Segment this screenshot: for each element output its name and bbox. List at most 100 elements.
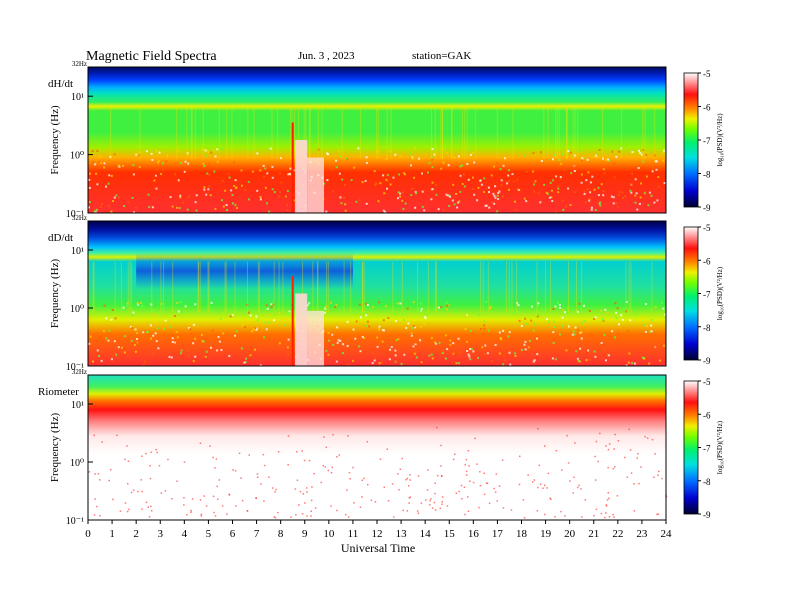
noise-speck — [467, 510, 470, 512]
noise-speck — [160, 492, 163, 494]
noise-speck — [440, 444, 442, 447]
noise-speck — [381, 361, 383, 364]
noise-speck — [626, 476, 629, 478]
noise-speck — [266, 172, 269, 175]
noise-speck — [338, 172, 341, 175]
noise-speck — [606, 353, 609, 356]
y-tick-label: 10⁻¹ — [66, 209, 84, 220]
noise-speck — [103, 330, 105, 333]
noise-speck — [112, 498, 114, 501]
noise-speck — [163, 327, 166, 330]
noise-speck — [111, 354, 114, 357]
noise-speck — [289, 167, 292, 170]
noise-speck — [501, 459, 504, 461]
noise-speck — [576, 310, 579, 313]
spectrogram-panels: 32Hz dH/dt 10¹ 10⁰ 10⁻¹ Frequency (Hz) -5 -6 -7 -… — [38, 60, 724, 527]
noise-speck — [190, 332, 193, 335]
noise-speck — [361, 336, 364, 338]
noise-speck — [478, 506, 480, 509]
noise-speck — [293, 199, 296, 202]
noise-speck — [132, 173, 135, 176]
noise-speck — [549, 181, 552, 184]
noise-speck — [606, 311, 609, 314]
noise-speck — [593, 318, 596, 320]
noise-speck — [453, 156, 456, 159]
noise-speck — [471, 339, 474, 342]
noise-speck — [88, 471, 91, 473]
noise-speck — [482, 191, 485, 193]
noise-speck — [229, 315, 232, 318]
noise-speck — [428, 354, 431, 357]
noise-speck — [428, 162, 431, 165]
noise-speck — [476, 463, 478, 465]
noise-speck — [539, 201, 542, 204]
noise-speck — [566, 306, 569, 309]
noise-speck — [413, 176, 416, 179]
noise-speck — [243, 312, 245, 315]
noise-speck — [657, 185, 660, 188]
station-label: station=GAK — [412, 50, 471, 62]
noise-speck — [111, 309, 114, 311]
noise-speck — [459, 190, 462, 193]
noise-speck — [341, 352, 344, 355]
noise-speck — [151, 206, 154, 209]
noise-speck — [301, 450, 303, 452]
streak — [277, 107, 279, 159]
noise-speck — [365, 325, 368, 327]
noise-speck — [268, 210, 271, 213]
noise-speck — [144, 360, 146, 363]
noise-speck — [420, 307, 423, 310]
noise-speck — [225, 204, 228, 206]
noise-speck — [265, 202, 268, 205]
colorbar-tick-label: -8 — [703, 477, 711, 487]
noise-speck — [270, 305, 273, 308]
noise-speck — [277, 511, 279, 514]
noise-speck — [588, 358, 591, 361]
noise-speck — [170, 356, 173, 359]
noise-speck — [346, 489, 348, 491]
noise-speck — [642, 148, 645, 151]
noise-speck — [612, 196, 615, 199]
noise-speck — [445, 193, 448, 196]
noise-speck — [286, 318, 289, 321]
noise-speck — [401, 191, 404, 194]
noise-speck — [546, 192, 549, 195]
noise-speck — [522, 338, 525, 341]
noise-speck — [113, 153, 116, 156]
noise-speck — [590, 206, 593, 209]
noise-speck — [146, 331, 149, 333]
streak — [572, 107, 574, 159]
noise-speck — [440, 475, 443, 477]
noise-speck — [493, 202, 496, 205]
noise-speck — [209, 345, 212, 348]
noise-speck — [642, 160, 645, 163]
noise-speck — [183, 311, 185, 314]
noise-speck — [467, 496, 469, 498]
noise-speck — [401, 199, 404, 202]
x-axis-label: Universal Time — [341, 541, 415, 555]
noise-speck — [621, 318, 624, 321]
noise-speck — [219, 318, 222, 321]
noise-speck — [611, 330, 614, 333]
noise-speck — [414, 190, 417, 193]
noise-speck — [205, 193, 208, 196]
noise-speck — [364, 179, 367, 182]
noise-speck — [516, 302, 519, 305]
noise-speck — [332, 344, 335, 346]
noise-speck — [458, 362, 460, 365]
streak — [218, 107, 220, 159]
noise-speck — [99, 161, 102, 164]
streak — [92, 261, 94, 313]
noise-speck — [507, 169, 510, 172]
burst-region — [307, 310, 325, 366]
noise-speck — [638, 202, 641, 205]
noise-speck — [631, 361, 634, 364]
noise-speck — [578, 149, 581, 152]
noise-speck — [149, 477, 152, 480]
noise-speck — [378, 328, 381, 331]
noise-speck — [322, 465, 324, 467]
noise-speck — [651, 170, 654, 173]
noise-speck — [353, 502, 355, 504]
streak — [198, 261, 200, 313]
noise-speck — [557, 191, 560, 194]
